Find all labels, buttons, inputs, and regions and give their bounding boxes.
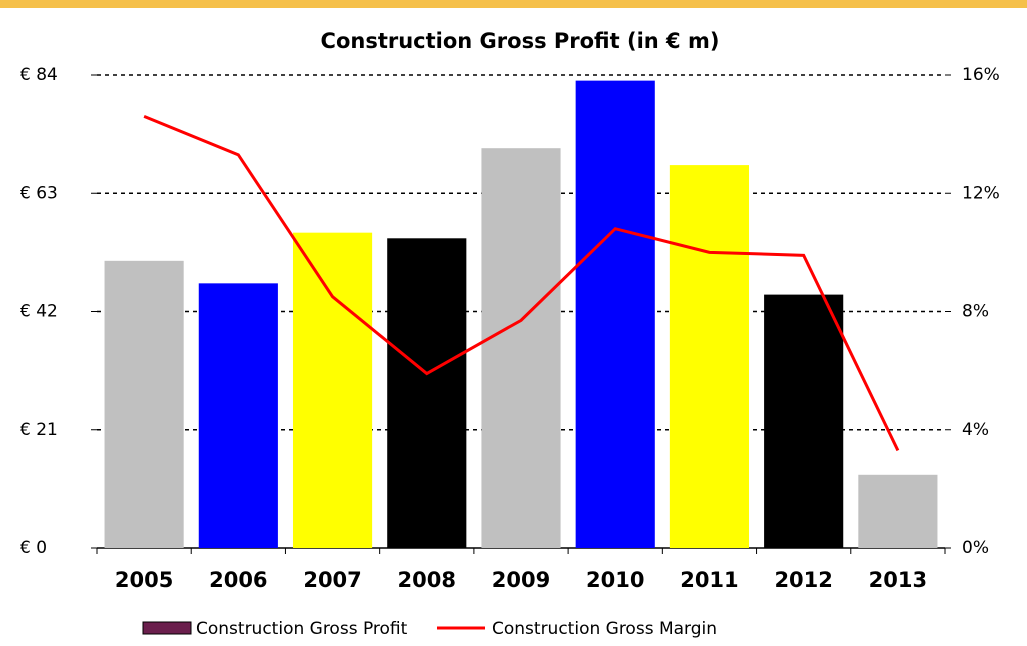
legend-swatch: [142, 621, 192, 635]
y2-tick-label: 0%: [962, 538, 989, 558]
x-tick-label: 2007: [303, 568, 361, 592]
x-tick-label: 2009: [492, 568, 550, 592]
bar: [104, 260, 184, 548]
bar: [858, 474, 938, 548]
bar: [669, 165, 750, 548]
y-tick-label: € 21: [20, 420, 58, 440]
x-tick-label: 2005: [115, 568, 173, 592]
bar: [292, 232, 373, 548]
y-tick-label: € 42: [20, 302, 58, 322]
chart-title: Construction Gross Profit (in € m): [321, 29, 720, 53]
legend-label: Construction Gross Margin: [492, 619, 717, 639]
line-series: [143, 114, 900, 452]
bar: [387, 238, 467, 549]
x-tick-label: 2008: [398, 568, 456, 592]
bar: [764, 294, 844, 548]
x-tick-label: 2006: [209, 568, 267, 592]
y-tick-label: € 84: [20, 65, 58, 85]
bar: [198, 283, 278, 548]
y2-tick-label: 8%: [962, 302, 989, 322]
top-strip: [0, 0, 1027, 8]
bar: [575, 80, 655, 548]
legend-label: Construction Gross Profit: [196, 619, 408, 639]
y2-tick-label: 16%: [962, 65, 1000, 85]
y2-tick-label: 12%: [962, 183, 1000, 203]
y-tick-label: € 63: [20, 183, 58, 203]
bar: [481, 148, 561, 548]
y-tick-label: € 0: [20, 538, 47, 558]
x-tick-label: 2012: [774, 568, 832, 592]
x-tick-label: 2011: [680, 568, 738, 592]
x-tick-label: 2013: [869, 568, 927, 592]
y2-tick-label: 4%: [962, 420, 989, 440]
x-tick-label: 2010: [586, 568, 644, 592]
